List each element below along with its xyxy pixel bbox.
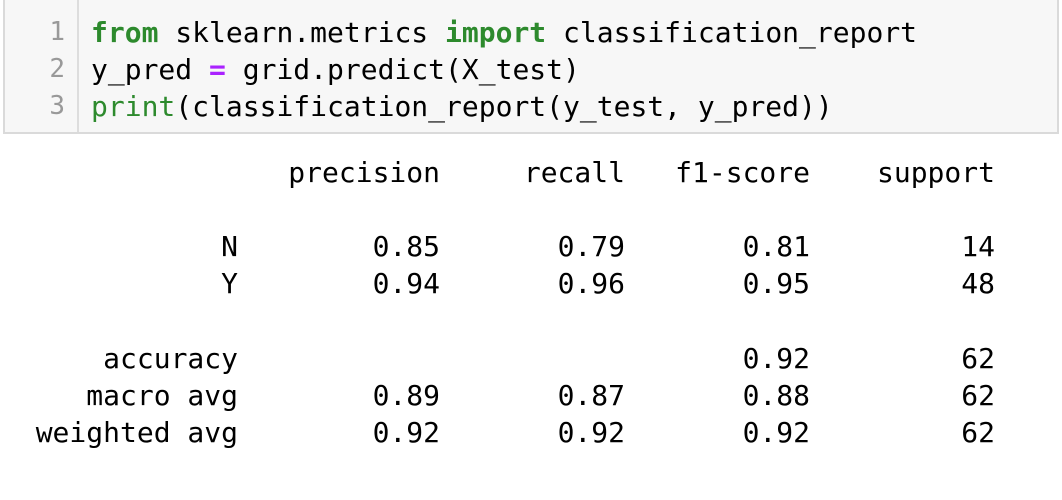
recall-value: 0.79 [557, 230, 625, 263]
precision-value: 0.85 [372, 230, 440, 263]
support-value: 14 [961, 230, 995, 263]
support-value: 62 [961, 379, 995, 412]
code-line-3: print(classification_report(y_test, y_pr… [91, 88, 833, 125]
keyword-token: from [91, 16, 159, 49]
f1-value: 0.92 [742, 416, 810, 449]
f1-value: 0.92 [742, 342, 810, 375]
header-recall: recall [523, 156, 625, 189]
operator-token: = [209, 53, 226, 86]
line-number: 3 [49, 91, 65, 121]
recall-value: 0.92 [557, 416, 625, 449]
code-token: (classification_report(y_test, y_pred)) [175, 90, 833, 123]
support-value: 62 [961, 416, 995, 449]
code-token: grid.predict(X_test) [225, 53, 580, 86]
row-label: macro avg [86, 379, 238, 412]
row-label: accuracy [103, 342, 238, 375]
f1-value: 0.88 [742, 379, 810, 412]
code-token: classification_report [546, 16, 918, 49]
f1-value: 0.95 [742, 267, 810, 300]
code-token: y_pred [91, 53, 210, 86]
keyword-token: import [445, 16, 547, 49]
header-f1-score: f1-score [675, 156, 810, 189]
f1-value: 0.81 [742, 230, 810, 263]
row-label: N [221, 230, 238, 263]
recall-value: 0.96 [557, 267, 625, 300]
builtin-token: print [91, 90, 176, 123]
support-value: 48 [961, 267, 995, 300]
code-token: sklearn.metrics [158, 16, 446, 49]
support-value: 62 [961, 342, 995, 375]
precision-value: 0.92 [372, 416, 440, 449]
code-line-2: y_pred = grid.predict(X_test) [91, 51, 580, 88]
header-support: support [876, 156, 995, 189]
line-number: 1 [49, 17, 65, 47]
precision-value: 0.89 [372, 379, 440, 412]
line-number-gutter: 1 2 3 [5, 0, 79, 132]
line-number: 2 [49, 54, 65, 84]
row-label: Y [221, 267, 238, 300]
code-cell-input[interactable]: 1 2 3 from sklearn.metrics import classi… [3, 0, 1059, 134]
row-label: weighted avg [35, 416, 238, 449]
recall-value: 0.87 [557, 379, 625, 412]
header-precision: precision [288, 156, 440, 189]
cell-output: precision recall f1-score support N 0.85… [0, 150, 1062, 490]
precision-value: 0.94 [372, 267, 440, 300]
code-line-1: from sklearn.metrics import classificati… [91, 14, 917, 51]
